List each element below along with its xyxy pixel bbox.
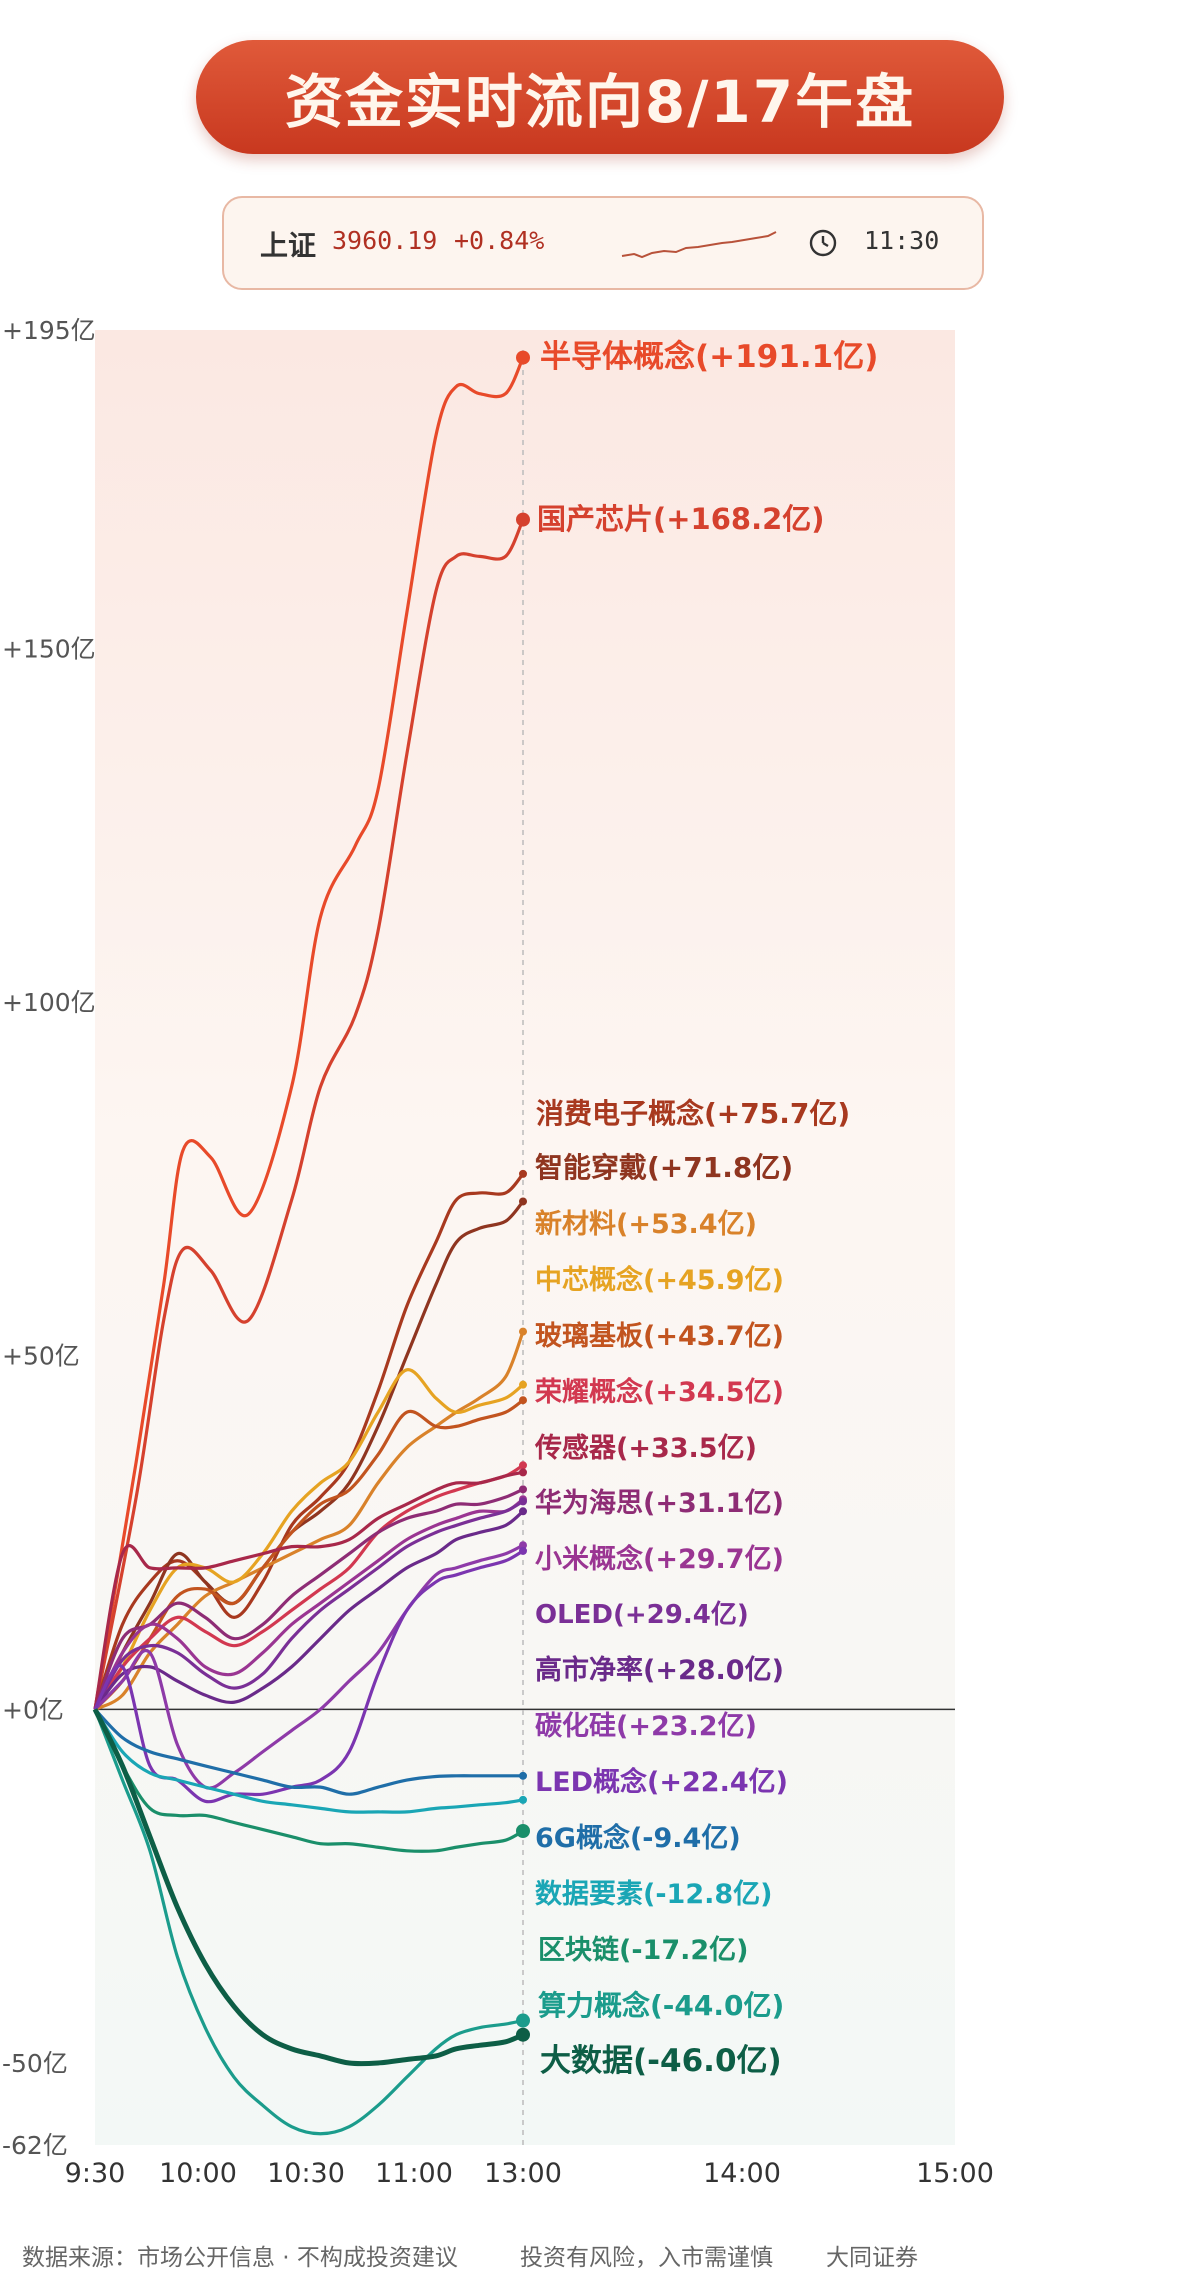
series-line-高市净率 [93,1510,525,1711]
series-label: 数据要素(-12.8亿) [535,1879,773,1910]
series-label: 荣耀概念(+34.5亿) [535,1376,784,1408]
sparkline-icon [621,231,777,259]
series-line-华为海思 [93,1487,524,1710]
series-label: 碳化硅(+23.2亿) [535,1711,757,1742]
series-line-大数据 [92,1708,525,2067]
series-line-智能穿戴 [93,1200,525,1711]
x-tick-label: 10:30 [267,2158,345,2189]
series-line-荣耀概念 [93,1463,524,1711]
series-line-中芯概念 [93,1368,525,1711]
series-line-传感器 [93,1470,524,1710]
series-endpoint-大数据 [516,2027,530,2042]
series-endpoint-智能穿戴 [519,1197,527,1206]
series-endpoint-消费电子概念 [519,1169,527,1178]
x-tick-label: 10:00 [159,2158,237,2189]
index-name: 上证 [260,229,317,262]
series-endpoint-区块链 [516,1823,530,1838]
series-line-数据要素 [93,1708,524,1814]
series-line-算力概念 [93,1708,524,2136]
ticker-time: 11:30 [864,226,940,255]
series-label: 高市净率(+28.0亿) [535,1654,784,1686]
series-line-半导体概念 [93,356,525,1710]
series-endpoint-国产芯片 [516,512,530,527]
series-line-区块链 [93,1708,524,1853]
x-tick-label: 15:00 [916,2158,994,2189]
series-label: 华为海思(+31.1亿) [535,1487,784,1519]
series-endpoint-荣耀概念 [519,1461,527,1470]
index-ticker: 上证 3960.19 +0.84% 11:30 [222,196,984,290]
series-label: 消费电子概念(+75.7亿) [536,1097,850,1130]
footer-brand: 大同证券 [826,2245,918,2271]
clock-icon [809,229,837,257]
series-endpoint-碳化硅 [519,1541,527,1550]
x-tick-label: 11:00 [375,2158,453,2189]
title-banner: 资金实时流向8/17午盘 [196,40,1004,154]
series-endpoint-LED概念 [519,1546,527,1555]
series-endpoint-6G概念 [519,1771,527,1780]
series-label: 国产芯片(+168.2亿) [537,502,825,536]
series-label: 半导体概念(+191.1亿) [540,339,878,375]
plot-background [95,330,955,2145]
series-line-碳化硅 [93,1543,524,1790]
series-endpoint-高市净率 [519,1507,527,1516]
series-label: 中芯概念(+45.9亿) [535,1264,784,1296]
series-label: 智能穿戴(+71.8亿) [535,1151,793,1184]
series-label: 区块链(-17.2亿) [538,1934,749,1966]
series-endpoint-华为海思 [519,1485,527,1494]
series-endpoint-OLED [519,1497,527,1506]
series-line-国产芯片 [93,518,525,1710]
x-tick-label: 14:00 [703,2158,781,2189]
series-endpoint-算力概念 [516,2013,530,2028]
series-endpoint-数据要素 [519,1795,527,1804]
x-tick-label: 13:00 [484,2158,562,2189]
series-label: 玻璃基板(+43.7亿) [535,1321,784,1352]
series-line-OLED [93,1499,524,1711]
series-label: LED概念(+22.4亿) [535,1766,788,1798]
y-tick-label: +100亿 [2,988,96,1017]
series-label: 小米概念(+29.7亿) [535,1543,784,1575]
y-tick-label: +195亿 [2,316,96,345]
series-endpoint-中芯概念 [519,1380,527,1389]
series-label: 6G概念(-9.4亿) [535,1822,741,1854]
series-label: 新材料(+53.4亿) [535,1208,757,1240]
y-tick-label: -62亿 [2,2131,68,2160]
x-tick-label: 9:30 [65,2158,126,2189]
y-tick-label: +50亿 [2,1342,80,1371]
y-tick-label: +0亿 [2,1695,64,1724]
footer-risk: 投资有风险，入市需谨慎 [520,2245,773,2271]
series-label: OLED(+29.4亿) [535,1600,749,1630]
series-label: 算力概念(-44.0亿) [538,1989,784,2022]
series-endpoint-新材料 [519,1327,527,1336]
y-tick-label: +150亿 [2,634,96,663]
series-label: 大数据(-46.0亿) [540,2043,782,2079]
footer-source: 数据来源：市场公开信息 · 不构成投资建议 [22,2245,458,2271]
page-title: 资金实时流向8/17午盘 [284,68,916,136]
index-change: +0.84% [454,226,545,255]
series-endpoint-玻璃基板 [519,1396,527,1405]
series-label: 传感器(+33.5亿) [534,1432,757,1464]
index-value: 3960.19 [332,226,438,255]
series-line-6G概念 [93,1708,523,1796]
y-tick-label: -50亿 [2,2049,68,2078]
series-endpoint-传感器 [519,1468,527,1477]
series-endpoint-半导体概念 [516,350,530,365]
series-line-小米概念 [93,1497,524,1711]
